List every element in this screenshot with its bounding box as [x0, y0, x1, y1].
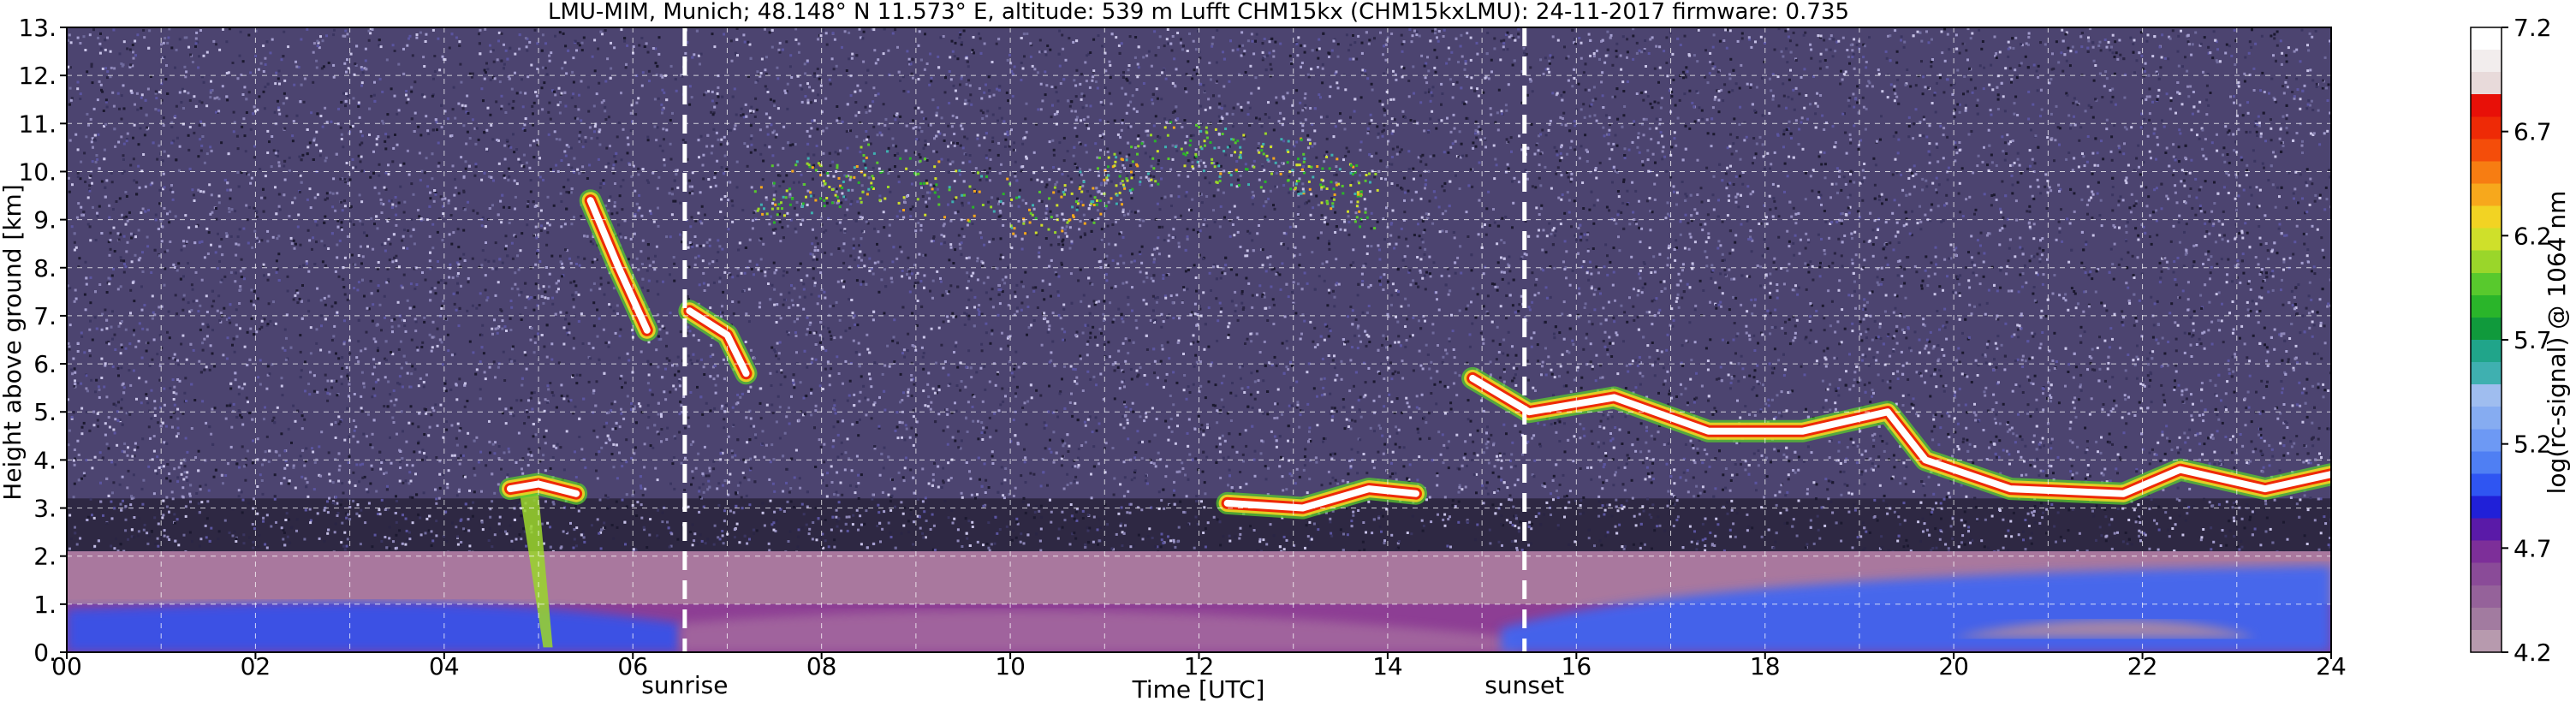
y-tick-label: 12. [18, 62, 57, 90]
colorbar-tick-label: 7.2 [2514, 14, 2552, 42]
y-tick-label: 1. [33, 591, 57, 619]
annotations: sunrise sunset [641, 671, 1564, 699]
x-tick-label: 16 [1562, 652, 1592, 680]
y-tick-label: 6. [33, 350, 57, 378]
colorbar-tick-label: 6.7 [2514, 118, 2552, 146]
x-tick-label: 14 [1372, 652, 1403, 680]
grid-lines [67, 27, 2331, 652]
x-axis: 00 02 04 06 08 10 12 14 16 18 20 22 24 [51, 652, 2347, 680]
cloud-layer-1 [1216, 478, 1427, 520]
colorbar: 4.2 4.7 5.2 5.7 6.2 6.7 7.2 log(rc-signal) @ 1… [2470, 14, 2571, 667]
x-axis-label: Time [UTC] [1132, 675, 1265, 704]
y-tick-label: 11. [18, 110, 57, 138]
y-tick-label: 10. [18, 157, 57, 186]
y-tick-label: 7. [33, 302, 57, 330]
sun-event-lines [682, 27, 1527, 652]
cirrus-layer [753, 121, 1379, 235]
colorbar-ticks: 4.2 4.7 5.2 5.7 6.2 6.7 7.2 [2502, 14, 2552, 667]
colorbar-scale [2470, 27, 2502, 653]
x-tick-label: 08 [806, 652, 837, 680]
cloud-layer-3 [579, 189, 658, 342]
x-tick-label: 00 [51, 652, 82, 680]
x-tick-label: 24 [2316, 652, 2347, 680]
sunrise-label: sunrise [641, 671, 728, 699]
colorbar-tick-label: 4.2 [2514, 639, 2552, 667]
y-tick-label: 5. [33, 398, 57, 426]
colorbar-label: log(rc-signal) @ 1064 nm [2543, 191, 2571, 495]
x-tick-label: 22 [2127, 652, 2158, 680]
midday-layer [680, 610, 1520, 652]
colorbar-tick-label: 5.7 [2514, 326, 2552, 354]
y-tick-label: 9. [33, 206, 57, 235]
y-tick-label: 13. [18, 14, 57, 42]
evening-inner-layer [1954, 620, 2256, 639]
colorbar-tick-label: 5.2 [2514, 431, 2552, 459]
sunset-label: sunset [1484, 671, 1564, 699]
plot-area [67, 27, 2331, 652]
cloud-layer-2 [1461, 366, 2331, 505]
y-axis: 0. 1. 2. 3. 4. 5. 6. 7. 8. 9. 10. 11. 12. 13. [18, 14, 67, 667]
x-tick-label: 12 [1184, 652, 1215, 680]
x-tick-label: 20 [1938, 652, 1969, 680]
y-tick-label: 3. [33, 495, 57, 523]
y-tick-label: 4. [33, 446, 57, 474]
y-tick-label: 2. [33, 543, 57, 571]
x-tick-label: 18 [1750, 652, 1781, 680]
colorbar-tick-label: 4.7 [2514, 534, 2552, 562]
chart-title: LMU-MIM, Munich; 48.148° N 11.573° E, al… [548, 0, 1849, 25]
x-tick-label: 10 [995, 652, 1026, 680]
x-tick-label: 02 [241, 652, 271, 680]
x-tick-label: 04 [429, 652, 460, 680]
precipitation-streak [520, 493, 553, 648]
morning-layer [67, 602, 681, 652]
y-tick-label: 8. [33, 254, 57, 282]
colorbar-tick-label: 6.2 [2514, 222, 2552, 250]
y-axis-label: Height above ground [km] [0, 184, 27, 501]
x-tick-label: 06 [617, 652, 648, 680]
cloud-layer-4 [678, 300, 758, 385]
y-tick-label: 0. [33, 639, 57, 667]
cloud-layer-0 [499, 472, 588, 505]
